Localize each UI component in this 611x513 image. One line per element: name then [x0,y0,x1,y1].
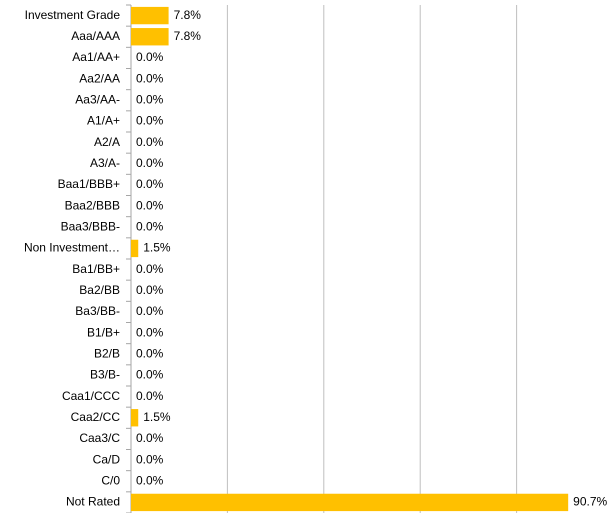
y-tick-label: Baa3/BBB- [61,219,120,233]
y-tick-label: Baa2/BBB [65,198,120,212]
data-label: 0.0% [136,431,164,445]
y-tick-label: B3/B- [90,368,120,382]
data-label: 0.0% [136,71,164,85]
y-tick-label: A2/A [94,135,120,149]
y-tick-label: Caa1/CCC [62,389,120,403]
data-label: 1.5% [143,241,171,255]
data-label: 0.0% [136,135,164,149]
data-label: 0.0% [136,50,164,64]
data-label: 7.8% [174,8,202,22]
data-label: 0.0% [136,346,164,360]
data-label: 0.0% [136,473,164,487]
y-tick-label: C/0 [101,473,120,487]
bar [131,493,569,512]
bar [131,28,169,46]
data-label: 0.0% [136,262,164,276]
y-tick-label: Ca/D [93,452,121,466]
data-label: 0.0% [136,114,164,128]
data-label: 7.8% [174,29,202,43]
data-label: 0.0% [136,283,164,297]
data-label: 0.0% [136,198,164,212]
y-tick-label: A1/A+ [87,114,120,128]
data-label: 0.0% [136,325,164,339]
y-tick-label: Investment Grade [25,8,121,22]
y-tick-label: Caa2/CC [71,410,121,424]
y-tick-label: Ba2/BB [79,283,120,297]
bar [131,409,139,427]
bar [131,239,139,258]
data-label: 0.0% [136,389,164,403]
y-tick-label: Not Rated [66,495,120,509]
data-label: 0.0% [136,219,164,233]
data-label: 1.5% [143,410,171,424]
bar [131,6,169,25]
y-tick-label: B1/B+ [87,325,120,339]
y-tick-label: Ba3/BB- [75,304,120,318]
y-tick-label: Non Investment… [24,241,120,255]
y-tick-label: B2/B [94,346,120,360]
y-tick-label: Aa1/AA+ [72,50,120,64]
y-tick-label: Baa1/BBB+ [58,177,120,191]
data-label: 0.0% [136,92,164,106]
data-label: 0.0% [136,368,164,382]
data-label: 0.0% [136,304,164,318]
data-label: 0.0% [136,177,164,191]
y-tick-label: Aa2/AA [79,71,120,85]
y-tick-label: Caa3/C [79,431,120,445]
data-label: 90.7% [573,495,607,509]
y-tick-label: Aaa/AAA [71,29,120,43]
y-tick-label: Ba1/BB+ [72,262,120,276]
y-tick-label: A3/A- [90,156,120,170]
data-label: 0.0% [136,452,164,466]
data-label: 0.0% [136,156,164,170]
y-tick-label: Aa3/AA- [75,92,120,106]
